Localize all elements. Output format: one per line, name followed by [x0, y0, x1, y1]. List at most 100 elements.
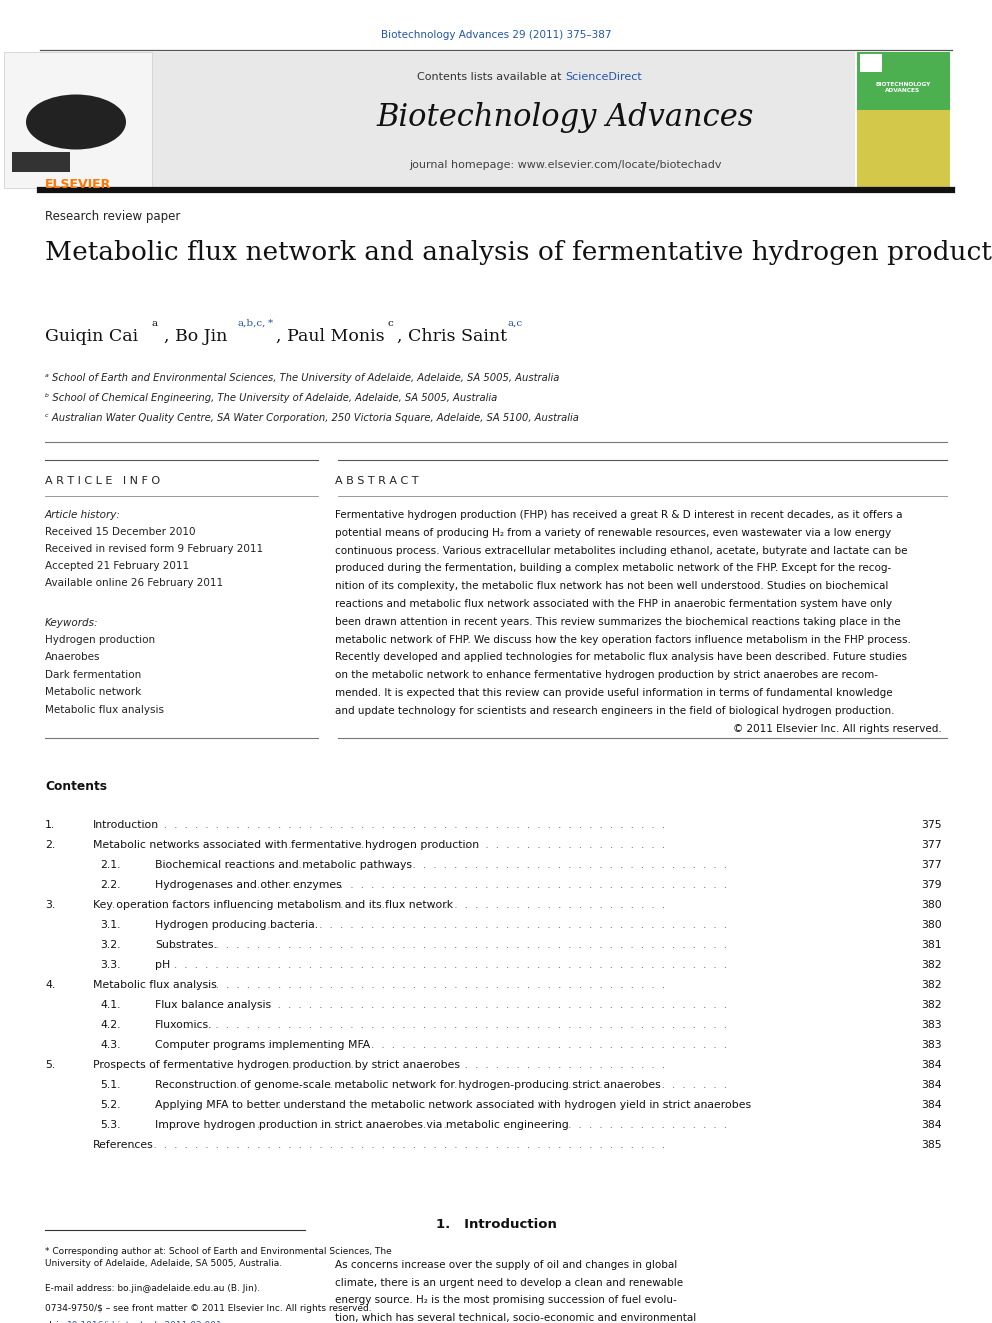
- Text: Contents lists available at: Contents lists available at: [418, 71, 565, 82]
- Text: 5.3.: 5.3.: [100, 1119, 120, 1130]
- Text: 381: 381: [922, 939, 942, 950]
- Text: Dark fermentation: Dark fermentation: [45, 669, 141, 680]
- Text: Recently developed and applied technologies for metabolic flux analysis have bee: Recently developed and applied technolog…: [335, 652, 907, 663]
- Text: 379: 379: [922, 880, 942, 890]
- Text: Reconstruction of genome-scale metabolic network for hydrogen-producing strict a: Reconstruction of genome-scale metabolic…: [155, 1080, 661, 1090]
- Text: reactions and metabolic flux network associated with the FHP in anaerobic fermen: reactions and metabolic flux network ass…: [335, 599, 892, 609]
- Text: As concerns increase over the supply of oil and changes in global: As concerns increase over the supply of …: [335, 1259, 678, 1270]
- Text: Research review paper: Research review paper: [45, 210, 181, 224]
- Text: , Chris Saint: , Chris Saint: [397, 328, 507, 345]
- Text: .  .  .  .  .  .  .  .  .  .  .  .  .  .  .  .  .  .  .  .  .  .  .  .  .  .  . : . . . . . . . . . . . . . . . . . . . . …: [98, 820, 669, 830]
- Text: *: *: [268, 319, 273, 328]
- Text: 380: 380: [922, 919, 942, 930]
- Text: ScienceDirect: ScienceDirect: [565, 71, 642, 82]
- Text: Introduction: Introduction: [93, 820, 159, 830]
- Text: BIOTECHNOLOGY
ADVANCES: BIOTECHNOLOGY ADVANCES: [875, 82, 930, 93]
- Text: Biochemical reactions and metabolic pathways: Biochemical reactions and metabolic path…: [155, 860, 412, 869]
- Text: © 2011 Elsevier Inc. All rights reserved.: © 2011 Elsevier Inc. All rights reserved…: [733, 724, 942, 733]
- Text: Computer programs implementing MFA: Computer programs implementing MFA: [155, 1040, 370, 1050]
- Text: .  .  .  .  .  .  .  .  .  .  .  .  .  .  .  .  .  .  .  .  .  .  .  .  .  .  . : . . . . . . . . . . . . . . . . . . . . …: [160, 1000, 731, 1009]
- Text: .  .  .  .  .  .  .  .  .  .  .  .  .  .  .  .  .  .  .  .  .  .  .  .  .  .  . : . . . . . . . . . . . . . . . . . . . . …: [98, 1140, 669, 1150]
- Text: 383: 383: [922, 1020, 942, 1029]
- Text: 3.2.: 3.2.: [100, 939, 120, 950]
- Text: journal homepage: www.elsevier.com/locate/biotechadv: journal homepage: www.elsevier.com/locat…: [409, 160, 722, 169]
- Text: been drawn attention in recent years. This review summarizes the biochemical rea: been drawn attention in recent years. Th…: [335, 617, 901, 627]
- Text: 3.: 3.: [45, 900, 56, 910]
- Text: , Paul Monis: , Paul Monis: [276, 328, 385, 345]
- Text: 384: 384: [922, 1119, 942, 1130]
- Text: Biotechnology Advances: Biotechnology Advances: [377, 102, 754, 134]
- Text: energy source. H₂ is the most promising succession of fuel evolu-: energy source. H₂ is the most promising …: [335, 1295, 677, 1306]
- Text: .  .  .  .  .  .  .  .  .  .  .  .  .  .  .  .  .  .  .  .  .  .  .  .  .  .  . : . . . . . . . . . . . . . . . . . . . . …: [160, 1040, 731, 1050]
- Text: Improve hydrogen production in strict anaerobes via metabolic engineering: Improve hydrogen production in strict an…: [155, 1119, 568, 1130]
- Text: A R T I C L E   I N F O: A R T I C L E I N F O: [45, 476, 160, 486]
- Text: Metabolic networks associated with fermentative hydrogen production: Metabolic networks associated with ferme…: [93, 840, 479, 849]
- Text: Article history:: Article history:: [45, 509, 121, 520]
- Text: continuous process. Various extracellular metabolites including ethanol, acetate: continuous process. Various extracellula…: [335, 545, 908, 556]
- Text: ᵃ School of Earth and Environmental Sciences, The University of Adelaide, Adelai: ᵃ School of Earth and Environmental Scie…: [45, 373, 559, 382]
- Text: , Bo Jin: , Bo Jin: [164, 328, 227, 345]
- Text: Hydrogen production: Hydrogen production: [45, 635, 155, 646]
- Text: Received 15 December 2010: Received 15 December 2010: [45, 527, 195, 537]
- Text: 375: 375: [922, 820, 942, 830]
- Text: .  .  .  .  .  .  .  .  .  .  .  .  .  .  .  .  .  .  .  .  .  .  .  .  .  .  . : . . . . . . . . . . . . . . . . . . . . …: [98, 980, 669, 990]
- Text: 5.: 5.: [45, 1060, 56, 1070]
- Text: a,c: a,c: [507, 319, 522, 328]
- Text: 377: 377: [922, 840, 942, 849]
- Text: 10.1016/j.biotechadv.2011.02.001: 10.1016/j.biotechadv.2011.02.001: [67, 1320, 223, 1323]
- Text: on the metabolic network to enhance fermentative hydrogen production by strict a: on the metabolic network to enhance ferm…: [335, 671, 878, 680]
- Text: Fermentative hydrogen production (FHP) has received a great R & D interest in re: Fermentative hydrogen production (FHP) h…: [335, 509, 903, 520]
- Text: 1.   Introduction: 1. Introduction: [435, 1218, 557, 1230]
- Text: metabolic network of FHP. We discuss how the key operation factors influence met: metabolic network of FHP. We discuss how…: [335, 635, 911, 644]
- Text: Metabolic network: Metabolic network: [45, 688, 141, 697]
- Text: 382: 382: [922, 1000, 942, 1009]
- Text: 384: 384: [922, 1099, 942, 1110]
- Text: 382: 382: [922, 960, 942, 970]
- Text: doi:: doi:: [45, 1320, 62, 1323]
- Text: 0734-9750/$ – see front matter © 2011 Elsevier Inc. All rights reserved.: 0734-9750/$ – see front matter © 2011 El…: [45, 1304, 372, 1312]
- Text: climate, there is an urgent need to develop a clean and renewable: climate, there is an urgent need to deve…: [335, 1278, 683, 1287]
- Text: 384: 384: [922, 1060, 942, 1070]
- Text: 2.2.: 2.2.: [100, 880, 120, 890]
- Text: 383: 383: [922, 1040, 942, 1050]
- Text: a: a: [152, 319, 158, 328]
- Text: tion, which has several technical, socio-economic and environmental: tion, which has several technical, socio…: [335, 1314, 696, 1323]
- Text: 2.1.: 2.1.: [100, 860, 120, 869]
- Text: and update technology for scientists and research engineers in the field of biol: and update technology for scientists and…: [335, 705, 895, 716]
- Text: Prospects of fermentative hydrogen production by strict anaerobes: Prospects of fermentative hydrogen produ…: [93, 1060, 460, 1070]
- Text: References: References: [93, 1140, 154, 1150]
- Text: potential means of producing H₂ from a variety of renewable resources, even wast: potential means of producing H₂ from a v…: [335, 528, 891, 538]
- Text: .  .  .  .  .  .  .  .  .  .  .  .  .  .  .  .  .  .  .  .  .  .  .  .  .  .  . : . . . . . . . . . . . . . . . . . . . . …: [160, 1099, 731, 1110]
- Bar: [857, 52, 950, 110]
- Bar: [857, 110, 950, 188]
- Text: ᶜ Australian Water Quality Centre, SA Water Corporation, 250 Victoria Square, Ad: ᶜ Australian Water Quality Centre, SA Wa…: [45, 413, 579, 423]
- Text: 4.2.: 4.2.: [100, 1020, 120, 1029]
- Text: pH: pH: [155, 960, 171, 970]
- Bar: [860, 54, 882, 71]
- Text: A B S T R A C T: A B S T R A C T: [335, 476, 419, 486]
- Text: Available online 26 February 2011: Available online 26 February 2011: [45, 578, 223, 587]
- Text: 380: 380: [922, 900, 942, 910]
- Bar: [18, 52, 855, 188]
- Text: .  .  .  .  .  .  .  .  .  .  .  .  .  .  .  .  .  .  .  .  .  .  .  .  .  .  . : . . . . . . . . . . . . . . . . . . . . …: [160, 1020, 731, 1029]
- Text: 4.: 4.: [45, 980, 56, 990]
- Text: .  .  .  .  .  .  .  .  .  .  .  .  .  .  .  .  .  .  .  .  .  .  .  .  .  .  . : . . . . . . . . . . . . . . . . . . . . …: [160, 960, 731, 970]
- Text: mended. It is expected that this review can provide useful information in terms : mended. It is expected that this review …: [335, 688, 893, 699]
- Text: c: c: [387, 319, 393, 328]
- Text: .  .  .  .  .  .  .  .  .  .  .  .  .  .  .  .  .  .  .  .  .  .  .  .  .  .  . : . . . . . . . . . . . . . . . . . . . . …: [160, 1119, 731, 1130]
- Text: .  .  .  .  .  .  .  .  .  .  .  .  .  .  .  .  .  .  .  .  .  .  .  .  .  .  . : . . . . . . . . . . . . . . . . . . . . …: [160, 919, 731, 930]
- Text: 384: 384: [922, 1080, 942, 1090]
- Text: Hydrogenases and other enzymes: Hydrogenases and other enzymes: [155, 880, 342, 890]
- Text: ELSEVIER: ELSEVIER: [45, 179, 111, 191]
- Text: 5.1.: 5.1.: [100, 1080, 120, 1090]
- Text: 1.: 1.: [45, 820, 56, 830]
- Bar: [12, 152, 70, 172]
- Text: 4.3.: 4.3.: [100, 1040, 120, 1050]
- Ellipse shape: [26, 94, 126, 149]
- Text: Fluxomics.: Fluxomics.: [155, 1020, 212, 1029]
- Text: Contents: Contents: [45, 779, 107, 792]
- Text: produced during the fermentation, building a complex metabolic network of the FH: produced during the fermentation, buildi…: [335, 564, 891, 573]
- Text: Metabolic flux analysis: Metabolic flux analysis: [45, 705, 164, 714]
- Bar: [4, 52, 152, 188]
- Text: Key operation factors influencing metabolism and its flux network: Key operation factors influencing metabo…: [93, 900, 453, 910]
